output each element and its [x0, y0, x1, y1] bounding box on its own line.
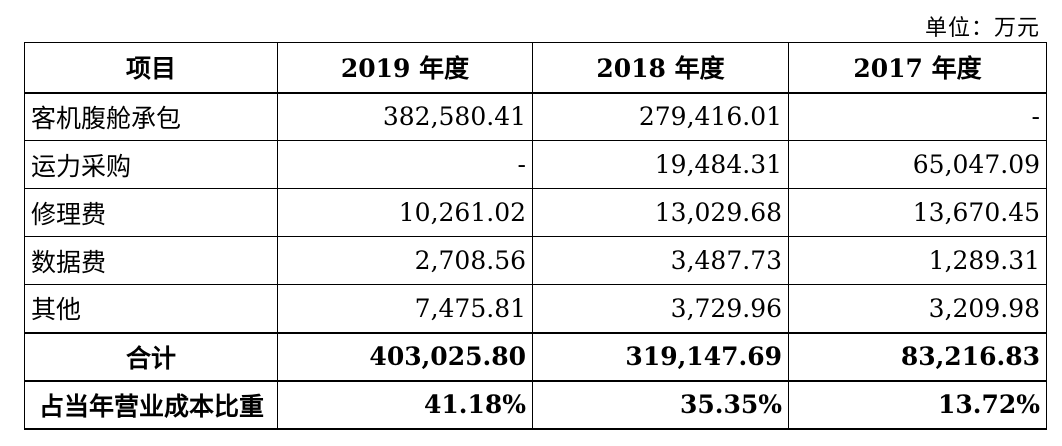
cell-2019: 2,708.56 [277, 236, 533, 285]
table-row: 其他 7,475.81 3,729.96 3,209.98 [24, 284, 1047, 333]
cell-2017: 65,047.09 [788, 140, 1047, 189]
cell-2019: 10,261.02 [277, 188, 533, 237]
table-row: 数据费 2,708.56 3,487.73 1,289.31 [24, 236, 1047, 285]
row-label: 其他 [24, 284, 278, 333]
ratio-2019: 41.18% [277, 379, 533, 430]
header-2019: 2019 年度 [277, 42, 533, 94]
total-row: 合计 403,025.80 319,147.69 83,216.83 [24, 331, 1047, 381]
cell-2019: 382,580.41 [277, 92, 533, 141]
table-header-row: 项目 2019 年度 2018 年度 2017 年度 [24, 42, 1047, 94]
table-row: 修理费 10,261.02 13,029.68 13,670.45 [24, 188, 1047, 237]
unit-label: 单位：万元 [924, 16, 1040, 41]
ratio-2018: 35.35% [532, 379, 789, 430]
cost-table: 项目 2019 年度 2018 年度 2017 年度 客机腹舱承包 382,58… [24, 42, 1047, 430]
cell-2018: 3,487.73 [532, 236, 789, 285]
ratio-row: 占当年营业成本比重 41.18% 35.35% 13.72% [24, 379, 1047, 430]
total-2019: 403,025.80 [277, 331, 533, 381]
cell-2017: - [788, 92, 1047, 141]
total-2018: 319,147.69 [532, 331, 789, 381]
cell-2018: 19,484.31 [532, 140, 789, 189]
cell-2018: 3,729.96 [532, 284, 789, 333]
cell-2019: - [277, 140, 533, 189]
cell-2017: 1,289.31 [788, 236, 1047, 285]
header-2017: 2017 年度 [788, 42, 1047, 94]
row-label: 运力采购 [24, 140, 278, 189]
cell-2018: 13,029.68 [532, 188, 789, 237]
ratio-2017: 13.72% [788, 379, 1047, 430]
table-row: 运力采购 - 19,484.31 65,047.09 [24, 140, 1047, 189]
cell-2019: 7,475.81 [277, 284, 533, 333]
total-label: 合计 [24, 331, 278, 381]
total-2017: 83,216.83 [788, 331, 1047, 381]
ratio-label: 占当年营业成本比重 [24, 379, 278, 430]
cell-2017: 3,209.98 [788, 284, 1047, 333]
row-label: 数据费 [24, 236, 278, 285]
row-label: 修理费 [24, 188, 278, 237]
header-2018: 2018 年度 [532, 42, 789, 94]
cell-2017: 13,670.45 [788, 188, 1047, 237]
table-row: 客机腹舱承包 382,580.41 279,416.01 - [24, 92, 1047, 141]
header-item: 项目 [24, 42, 278, 94]
row-label: 客机腹舱承包 [24, 92, 278, 141]
cell-2018: 279,416.01 [532, 92, 789, 141]
